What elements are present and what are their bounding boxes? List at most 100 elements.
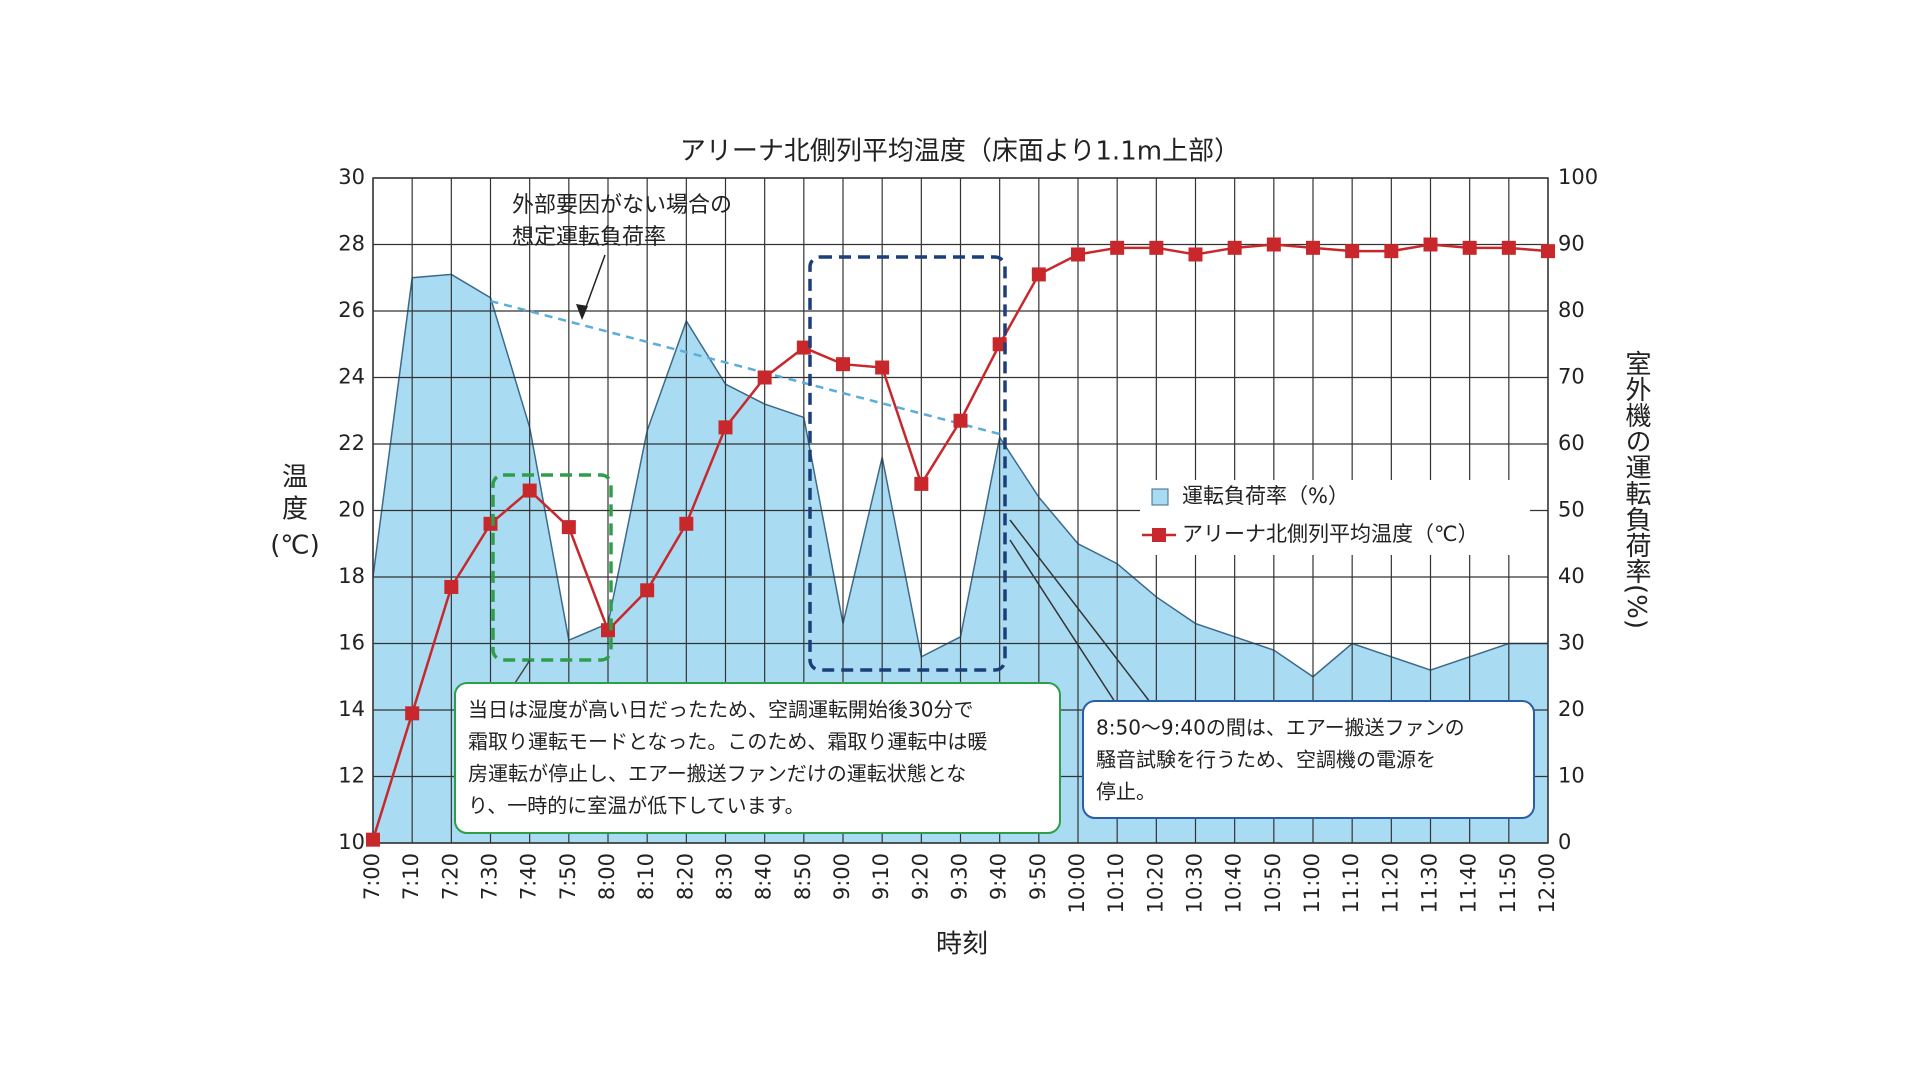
marker [1071, 247, 1085, 262]
marker [640, 583, 655, 598]
marker [875, 360, 890, 375]
x-tick-label: 8:00 [595, 853, 619, 900]
y-tick-label: 16 [338, 631, 365, 655]
marker [522, 483, 537, 498]
legend-label: 運転負荷率（%） [1182, 484, 1349, 508]
x-axis-label: 時刻 [936, 930, 988, 960]
annotation: 外部要因がない場合の [512, 193, 732, 218]
y-tick-label: 24 [338, 365, 365, 389]
y2-tick-label: 30 [1558, 631, 1585, 655]
arrow-head [576, 304, 588, 320]
marker [992, 337, 1007, 352]
note-box [454, 682, 1061, 834]
x-tick-label: 11:10 [1339, 853, 1363, 914]
x-tick-label: 11:30 [1418, 853, 1442, 914]
marker [1423, 237, 1438, 252]
y2-tick-label: 40 [1558, 564, 1585, 588]
marker [914, 476, 929, 491]
marker [718, 420, 733, 435]
note-text: 霜取り運転モードとなった。このため、霜取り運転中は暖 [468, 730, 987, 754]
x-tick-label: 7:50 [556, 853, 580, 900]
x-tick-label: 10:30 [1183, 853, 1207, 914]
marker [1031, 267, 1046, 282]
x-tick-label: 9:10 [869, 853, 893, 900]
x-tick-label: 11:00 [1300, 853, 1324, 914]
y2-tick-label: 20 [1558, 697, 1585, 721]
y-tick-label: 22 [338, 431, 365, 455]
marker [1501, 240, 1516, 255]
plot-border [372, 177, 1549, 844]
marker [1188, 247, 1203, 262]
note-text: り、一時的に室温が低下しています。 [468, 794, 805, 818]
y2-tick-label: 60 [1558, 431, 1585, 455]
y2-tick-label: 50 [1558, 498, 1585, 522]
y-axis-label: (℃) [270, 531, 320, 561]
x-tick-label: 8:40 [752, 853, 776, 900]
x-tick-label: 8:10 [634, 853, 658, 900]
y2-axis-label: 室外機の運転負荷率(%) [1621, 350, 1651, 629]
note-text: 当日は湿度が高い日だったため、空調運転開始後30分で [468, 698, 973, 722]
highlight-box [808, 255, 1007, 672]
x-tick-label: 8:30 [713, 853, 737, 900]
marker [1149, 240, 1164, 255]
y-tick-label: 18 [338, 564, 365, 588]
chart-title: アリーナ北側列平均温度（床面より1.1m上部） [680, 137, 1240, 167]
x-tick-label: 8:50 [791, 853, 815, 900]
note-text: 騒音試験を行うため、空調機の電源を [1096, 748, 1436, 772]
y-tick-label: 20 [338, 498, 365, 522]
x-tick-label: 9:30 [948, 853, 972, 900]
connector [514, 659, 531, 684]
y2-tick-label: 100 [1558, 165, 1598, 189]
marker [483, 516, 498, 531]
note-text: 房運転が停止し、エアー搬送ファンだけの運転状態とな [468, 762, 966, 786]
marker [1384, 244, 1399, 259]
y-tick-label: 26 [338, 298, 365, 322]
x-tick-label: 12:00 [1535, 853, 1559, 914]
marker [1266, 237, 1281, 252]
y-tick-label: 14 [338, 697, 365, 721]
note-text: 停止。 [1096, 780, 1156, 804]
marker [796, 340, 811, 355]
legend-label: アリーナ北側列平均温度（℃） [1182, 522, 1479, 546]
marker [1345, 244, 1360, 259]
x-tick-label: 10:40 [1222, 853, 1246, 914]
note-text: 8:50～9:40の間は、エアー搬送ファンの [1096, 716, 1465, 740]
marker [366, 832, 380, 847]
marker [1541, 244, 1555, 259]
x-tick-label: 9:40 [987, 853, 1011, 900]
y-tick-label: 30 [338, 165, 365, 189]
marker [679, 516, 694, 531]
annotation: 想定運転負荷率 [512, 225, 666, 250]
x-tick-label: 11:50 [1496, 853, 1520, 914]
x-tick-label: 10:50 [1261, 853, 1285, 914]
y-axis-label: 度 [282, 495, 308, 525]
legend-box [1140, 480, 1530, 555]
y2-tick-label: 90 [1558, 232, 1585, 256]
x-tick-label: 7:10 [399, 853, 423, 900]
y-tick-label: 28 [338, 232, 365, 256]
y2-tick-label: 80 [1558, 298, 1585, 322]
x-tick-label: 10:00 [1065, 853, 1089, 914]
x-tick-label: 7:00 [360, 853, 384, 900]
marker [1462, 240, 1477, 255]
x-tick-label: 11:40 [1457, 853, 1481, 914]
note-box [1082, 700, 1535, 819]
x-tick-label: 10:10 [1104, 853, 1128, 914]
y-tick-label: 12 [338, 764, 365, 788]
marker [953, 413, 968, 428]
marker [1227, 240, 1242, 255]
x-tick-label: 9:50 [1026, 853, 1050, 900]
marker [601, 623, 615, 638]
marker [444, 579, 459, 594]
y2-tick-label: 0 [1558, 830, 1571, 854]
x-tick-label: 10:20 [1143, 853, 1167, 914]
x-tick-label: 11:20 [1378, 853, 1402, 914]
x-tick-label: 8:20 [673, 853, 697, 900]
x-tick-label: 9:20 [908, 853, 932, 900]
y2-tick-label: 70 [1558, 365, 1585, 389]
legend-swatch [1152, 528, 1166, 542]
x-tick-label: 9:00 [830, 853, 854, 900]
marker [1110, 240, 1125, 255]
